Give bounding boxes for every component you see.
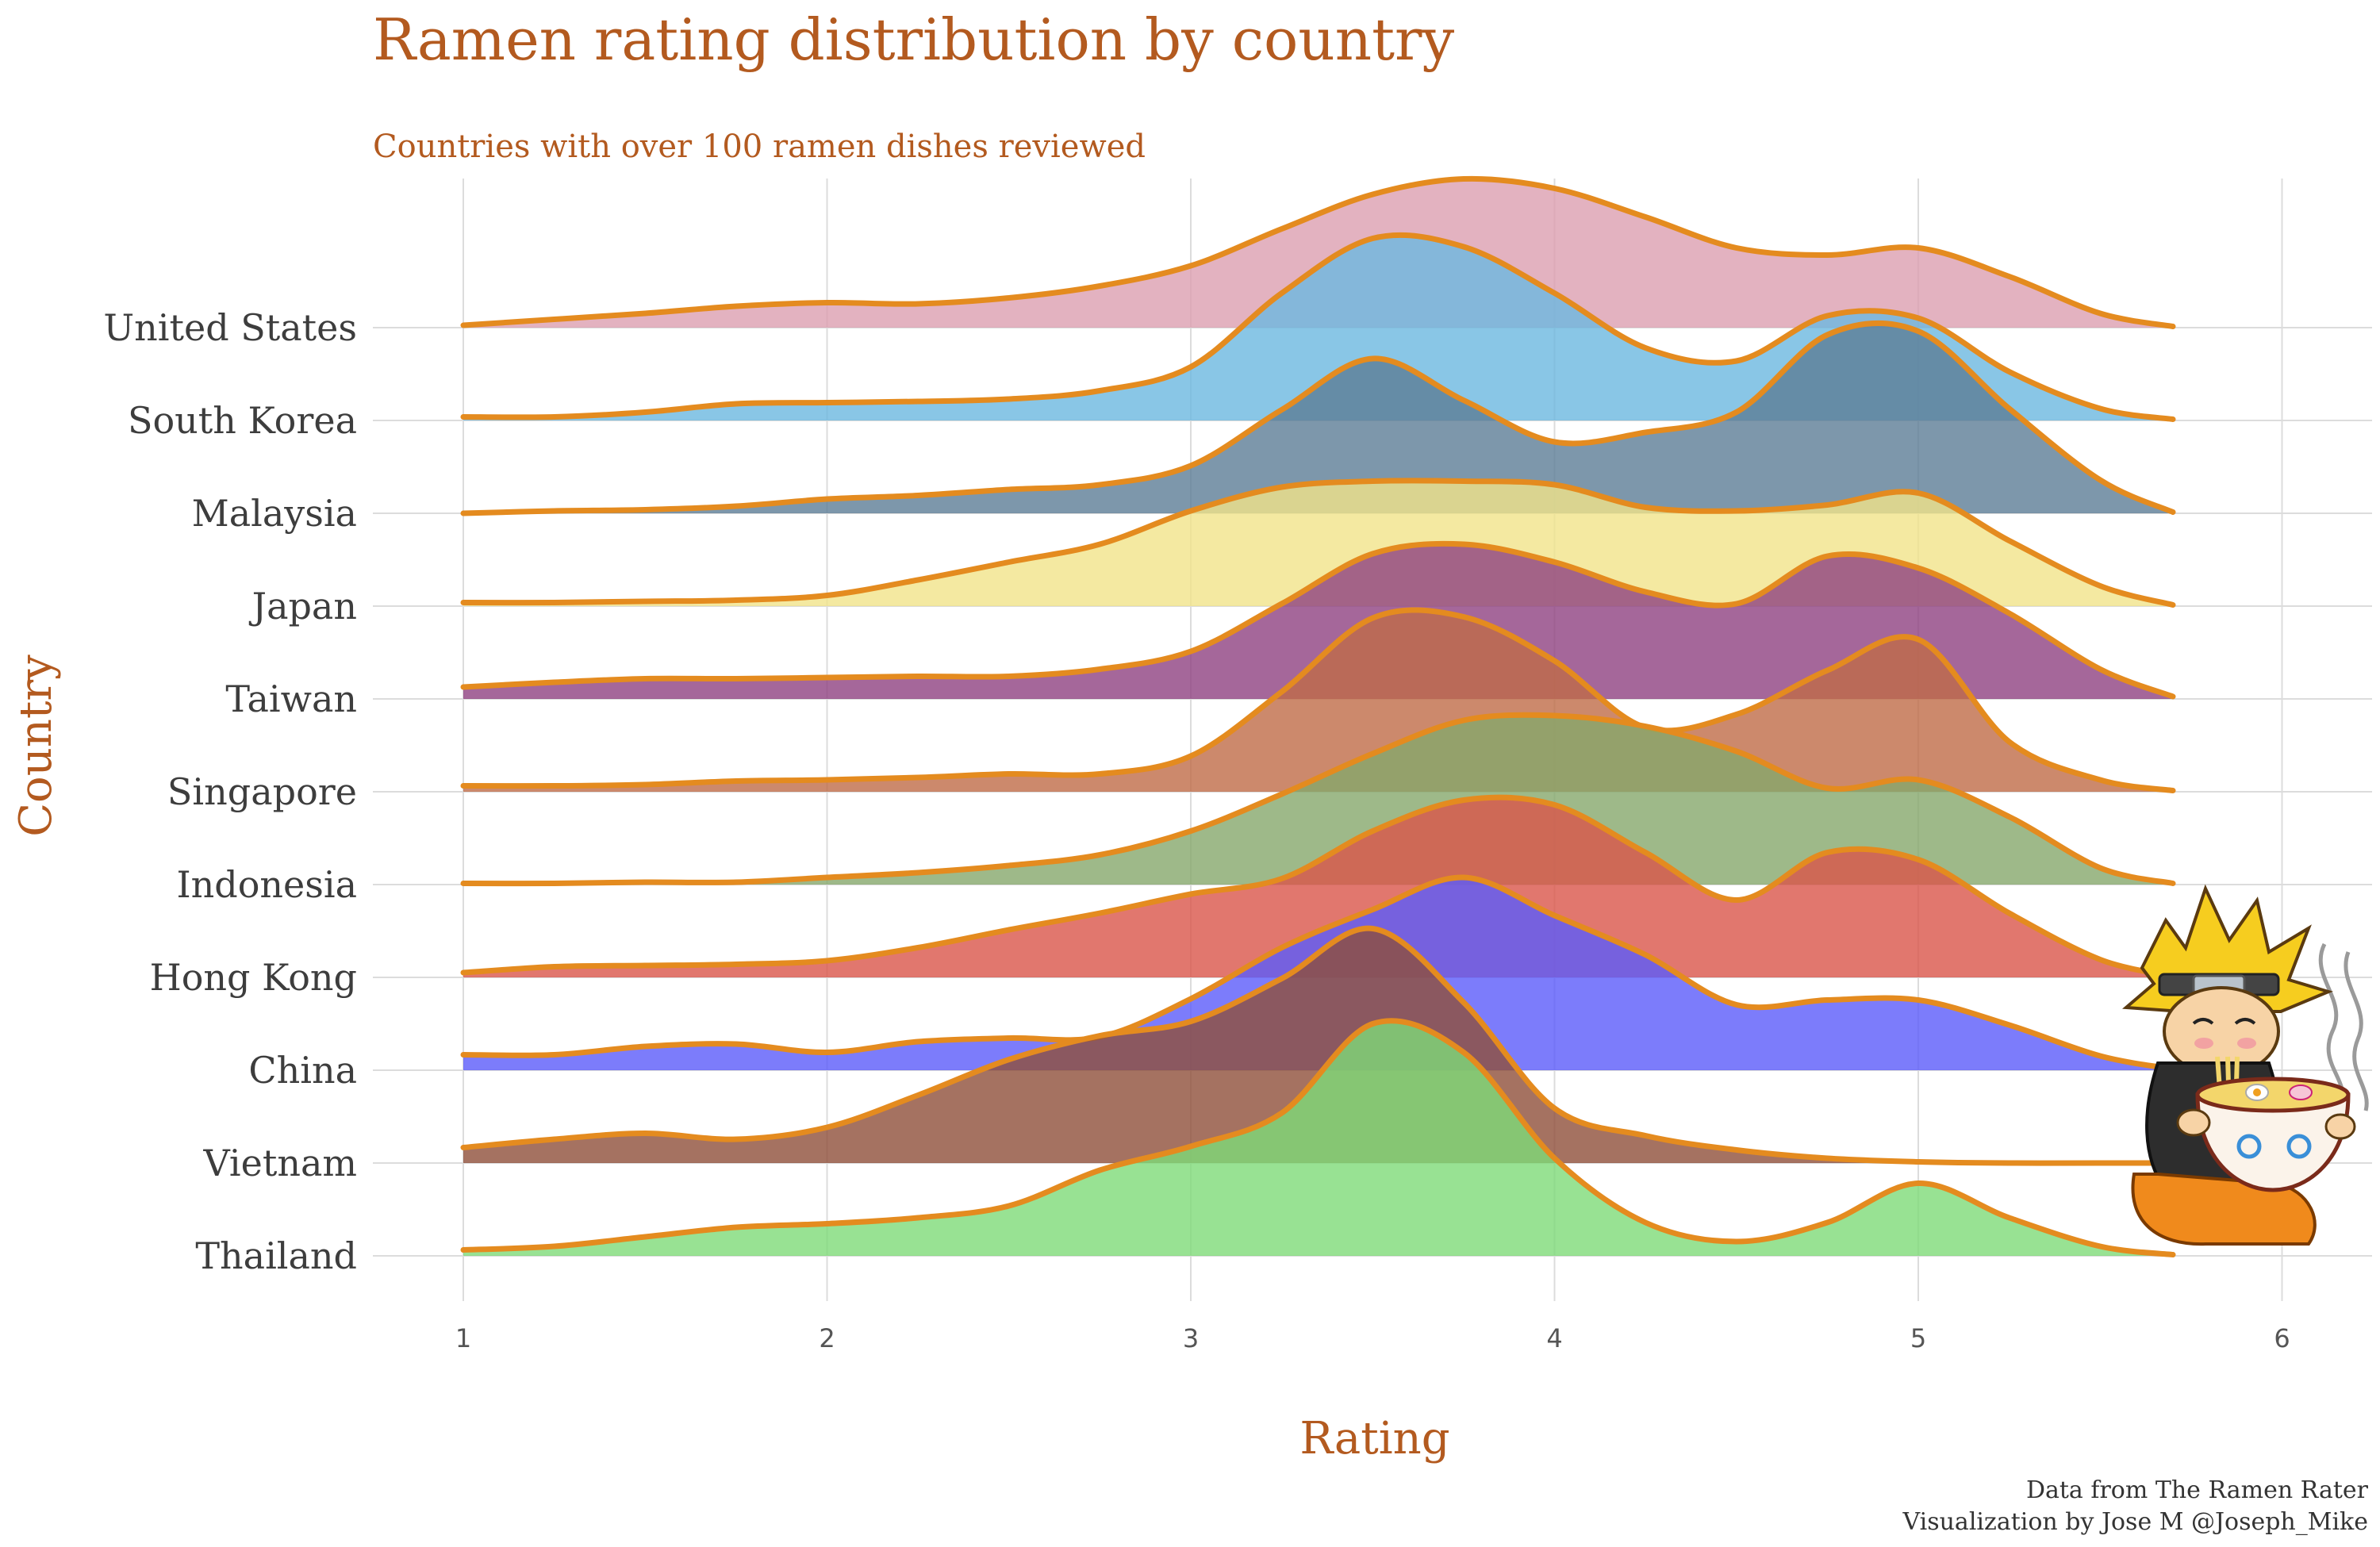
ridge-outline-thailand <box>460 1018 2176 1257</box>
x-tick-label: 4 <box>1546 1323 1562 1353</box>
ramen-eating-boy-icon <box>2122 884 2369 1246</box>
country-axis-labels: United States South Korea Malaysia Japan Tai… <box>103 306 357 1277</box>
ridge-fill-taiwan <box>463 543 2173 699</box>
ridge-outline-japan <box>460 478 2176 608</box>
ridge-outline-indonesia <box>460 712 2176 887</box>
ridge-south-korea <box>460 232 2176 422</box>
y-tick-label-singapore: Singapore <box>167 770 357 813</box>
y-tick-label-hong-kong: Hong Kong <box>150 956 357 999</box>
y-tick-label-thailand: Thailand <box>195 1234 357 1277</box>
ridge-outline-china <box>460 874 2176 1072</box>
y-tick-label-south-korea: South Korea <box>128 399 357 442</box>
ridge-outline-hong-kong <box>460 794 2176 979</box>
ridge-fill-thailand <box>463 1020 2173 1256</box>
ridge-hong-kong <box>460 794 2176 979</box>
x-tick-label: 2 <box>819 1323 835 1353</box>
ridge-fill-vietnam <box>463 928 2173 1164</box>
y-tick-label-taiwan: Taiwan <box>225 678 357 720</box>
ridge-singapore <box>460 607 2176 793</box>
y-tick-label-indonesia: Indonesia <box>176 863 357 906</box>
ridge-outline-taiwan <box>460 540 2176 700</box>
ridge-taiwan <box>460 540 2176 700</box>
ridge-outline-vietnam <box>460 925 2176 1166</box>
x-axis-title: Rating <box>1299 1413 1449 1464</box>
ridge-outline-south-korea <box>460 232 2176 422</box>
y-tick-label-united-states: United States <box>103 306 357 349</box>
y-tick-label-malaysia: Malaysia <box>192 492 357 535</box>
y-axis-title: Country <box>10 654 62 837</box>
ridges <box>460 175 2176 1257</box>
ridge-fill-hong-kong <box>463 797 2173 977</box>
x-tick-label: 6 <box>2274 1323 2290 1353</box>
ridge-malaysia <box>460 320 2176 516</box>
x-tick-label: 3 <box>1183 1323 1199 1353</box>
ridge-outline-singapore <box>460 607 2176 793</box>
ridge-fill-singapore <box>463 609 2173 792</box>
ridge-fill-malaysia <box>463 323 2173 513</box>
x-tick-label: 5 <box>1910 1323 1926 1353</box>
y-tick-label-vietnam: Vietnam <box>202 1142 357 1184</box>
y-tick-label-china: China <box>248 1049 357 1092</box>
ridge-thailand <box>460 1018 2176 1257</box>
ridge-united-states <box>460 175 2176 329</box>
ridge-outline-united-states <box>460 175 2176 329</box>
ridge-vietnam <box>460 925 2176 1166</box>
chart-title: Ramen rating distribution by country <box>373 6 1454 73</box>
ridge-fill-south-korea <box>463 235 2173 420</box>
caption-source: Data from The Ramen Rater <box>2026 1476 2369 1504</box>
ridge-japan <box>460 478 2176 608</box>
x-tick-label: 1 <box>455 1323 471 1353</box>
rating-axis-ticks: 1 2 3 4 5 6 <box>455 1323 2290 1353</box>
chart-subtitle: Countries with over 100 ramen dishes rev… <box>373 129 1146 165</box>
ridge-indonesia <box>460 712 2176 887</box>
caption-author: Visualization by Jose M @Joseph_Mike <box>1902 1508 2368 1536</box>
ridge-fill-united-states <box>463 178 2173 328</box>
ridge-outline-malaysia <box>460 320 2176 516</box>
y-tick-label-japan: Japan <box>249 585 357 628</box>
